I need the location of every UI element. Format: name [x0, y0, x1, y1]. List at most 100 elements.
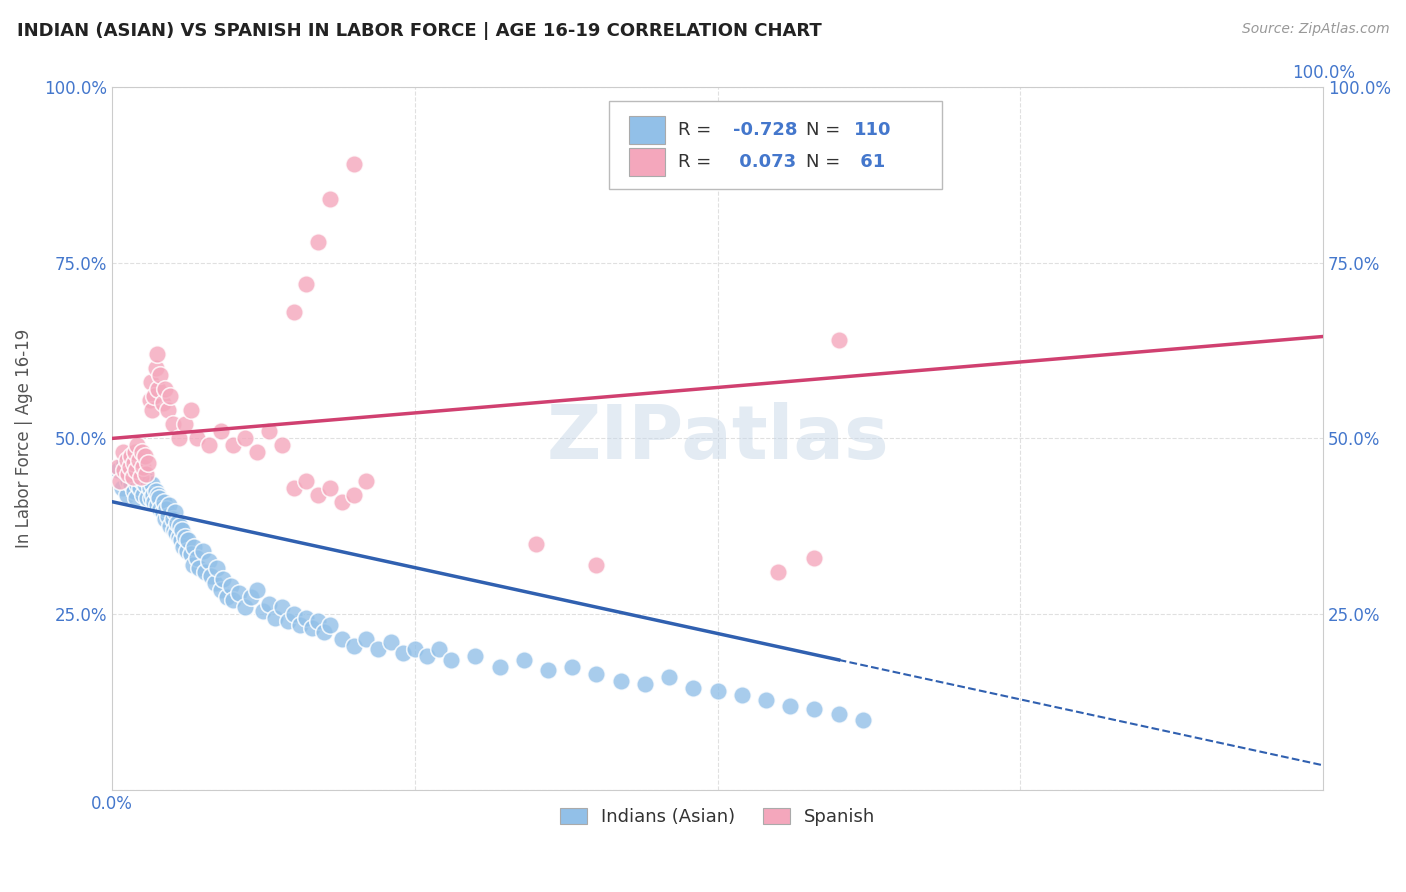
Point	[200, 568, 222, 582]
Point	[288, 617, 311, 632]
Point	[111, 445, 134, 459]
Point	[146, 382, 169, 396]
Point	[609, 673, 631, 688]
Point	[343, 639, 366, 653]
Point	[166, 516, 188, 530]
Point	[188, 561, 211, 575]
Point	[343, 157, 366, 171]
Point	[294, 474, 316, 488]
Point	[127, 477, 149, 491]
Point	[233, 431, 256, 445]
Point	[125, 463, 148, 477]
Point	[264, 610, 287, 624]
Point	[194, 565, 217, 579]
Point	[120, 459, 142, 474]
Point	[488, 660, 510, 674]
Point	[283, 481, 305, 495]
Point	[167, 431, 190, 445]
Point	[110, 474, 132, 488]
Point	[706, 684, 728, 698]
Text: 61: 61	[855, 153, 886, 171]
Point	[138, 392, 160, 407]
Point	[167, 530, 190, 544]
Point	[561, 660, 583, 674]
Point	[159, 389, 181, 403]
Point	[139, 491, 162, 505]
Point	[222, 593, 245, 607]
Point	[283, 607, 305, 622]
Text: INDIAN (ASIAN) VS SPANISH IN LABOR FORCE | AGE 16-19 CORRELATION CHART: INDIAN (ASIAN) VS SPANISH IN LABOR FORCE…	[17, 22, 821, 40]
Point	[136, 491, 159, 505]
Point	[252, 604, 274, 618]
Point	[186, 431, 208, 445]
Point	[155, 501, 177, 516]
Point	[524, 537, 547, 551]
Point	[246, 445, 269, 459]
Point	[682, 681, 704, 695]
Point	[367, 642, 389, 657]
Point	[755, 693, 778, 707]
Point	[146, 488, 169, 502]
Point	[131, 445, 153, 459]
Point	[301, 621, 323, 635]
Point	[779, 698, 801, 713]
Point	[124, 470, 146, 484]
Point	[173, 417, 195, 432]
Point	[183, 541, 205, 555]
Point	[156, 403, 179, 417]
Point	[191, 544, 214, 558]
Point	[128, 452, 150, 467]
Point	[330, 494, 353, 508]
Text: R =: R =	[678, 153, 717, 171]
Point	[233, 600, 256, 615]
Point	[343, 488, 366, 502]
Point	[162, 512, 184, 526]
Text: 110: 110	[855, 120, 891, 139]
Point	[766, 565, 789, 579]
Point	[157, 498, 180, 512]
Point	[277, 614, 299, 628]
Point	[127, 438, 149, 452]
Point	[440, 653, 463, 667]
Point	[155, 382, 177, 396]
Point	[170, 533, 193, 548]
Point	[731, 688, 754, 702]
Point	[153, 494, 176, 508]
Point	[307, 235, 329, 249]
Point	[115, 488, 138, 502]
Point	[827, 706, 849, 721]
Point	[585, 667, 607, 681]
Point	[307, 488, 329, 502]
Point	[155, 512, 177, 526]
Text: 0.073: 0.073	[734, 153, 796, 171]
Point	[152, 505, 174, 519]
Point	[124, 445, 146, 459]
Point	[356, 632, 378, 646]
Point	[169, 519, 191, 533]
Point	[380, 635, 402, 649]
Point	[142, 488, 165, 502]
Point	[152, 396, 174, 410]
Point	[513, 653, 536, 667]
Point	[259, 597, 281, 611]
Text: Source: ZipAtlas.com: Source: ZipAtlas.com	[1241, 22, 1389, 37]
Point	[803, 550, 825, 565]
Point	[259, 425, 281, 439]
Point	[172, 541, 194, 555]
Point	[356, 474, 378, 488]
Point	[134, 477, 156, 491]
Point	[135, 467, 157, 481]
Text: ZIPatlas: ZIPatlas	[547, 402, 889, 475]
Point	[117, 467, 139, 481]
Point	[107, 463, 129, 477]
Point	[319, 617, 342, 632]
Point	[136, 456, 159, 470]
Point	[176, 544, 198, 558]
Point	[391, 646, 413, 660]
Point	[141, 403, 163, 417]
Point	[121, 470, 143, 484]
Point	[209, 425, 232, 439]
Point	[148, 491, 170, 505]
Point	[132, 459, 155, 474]
Point	[181, 558, 204, 572]
